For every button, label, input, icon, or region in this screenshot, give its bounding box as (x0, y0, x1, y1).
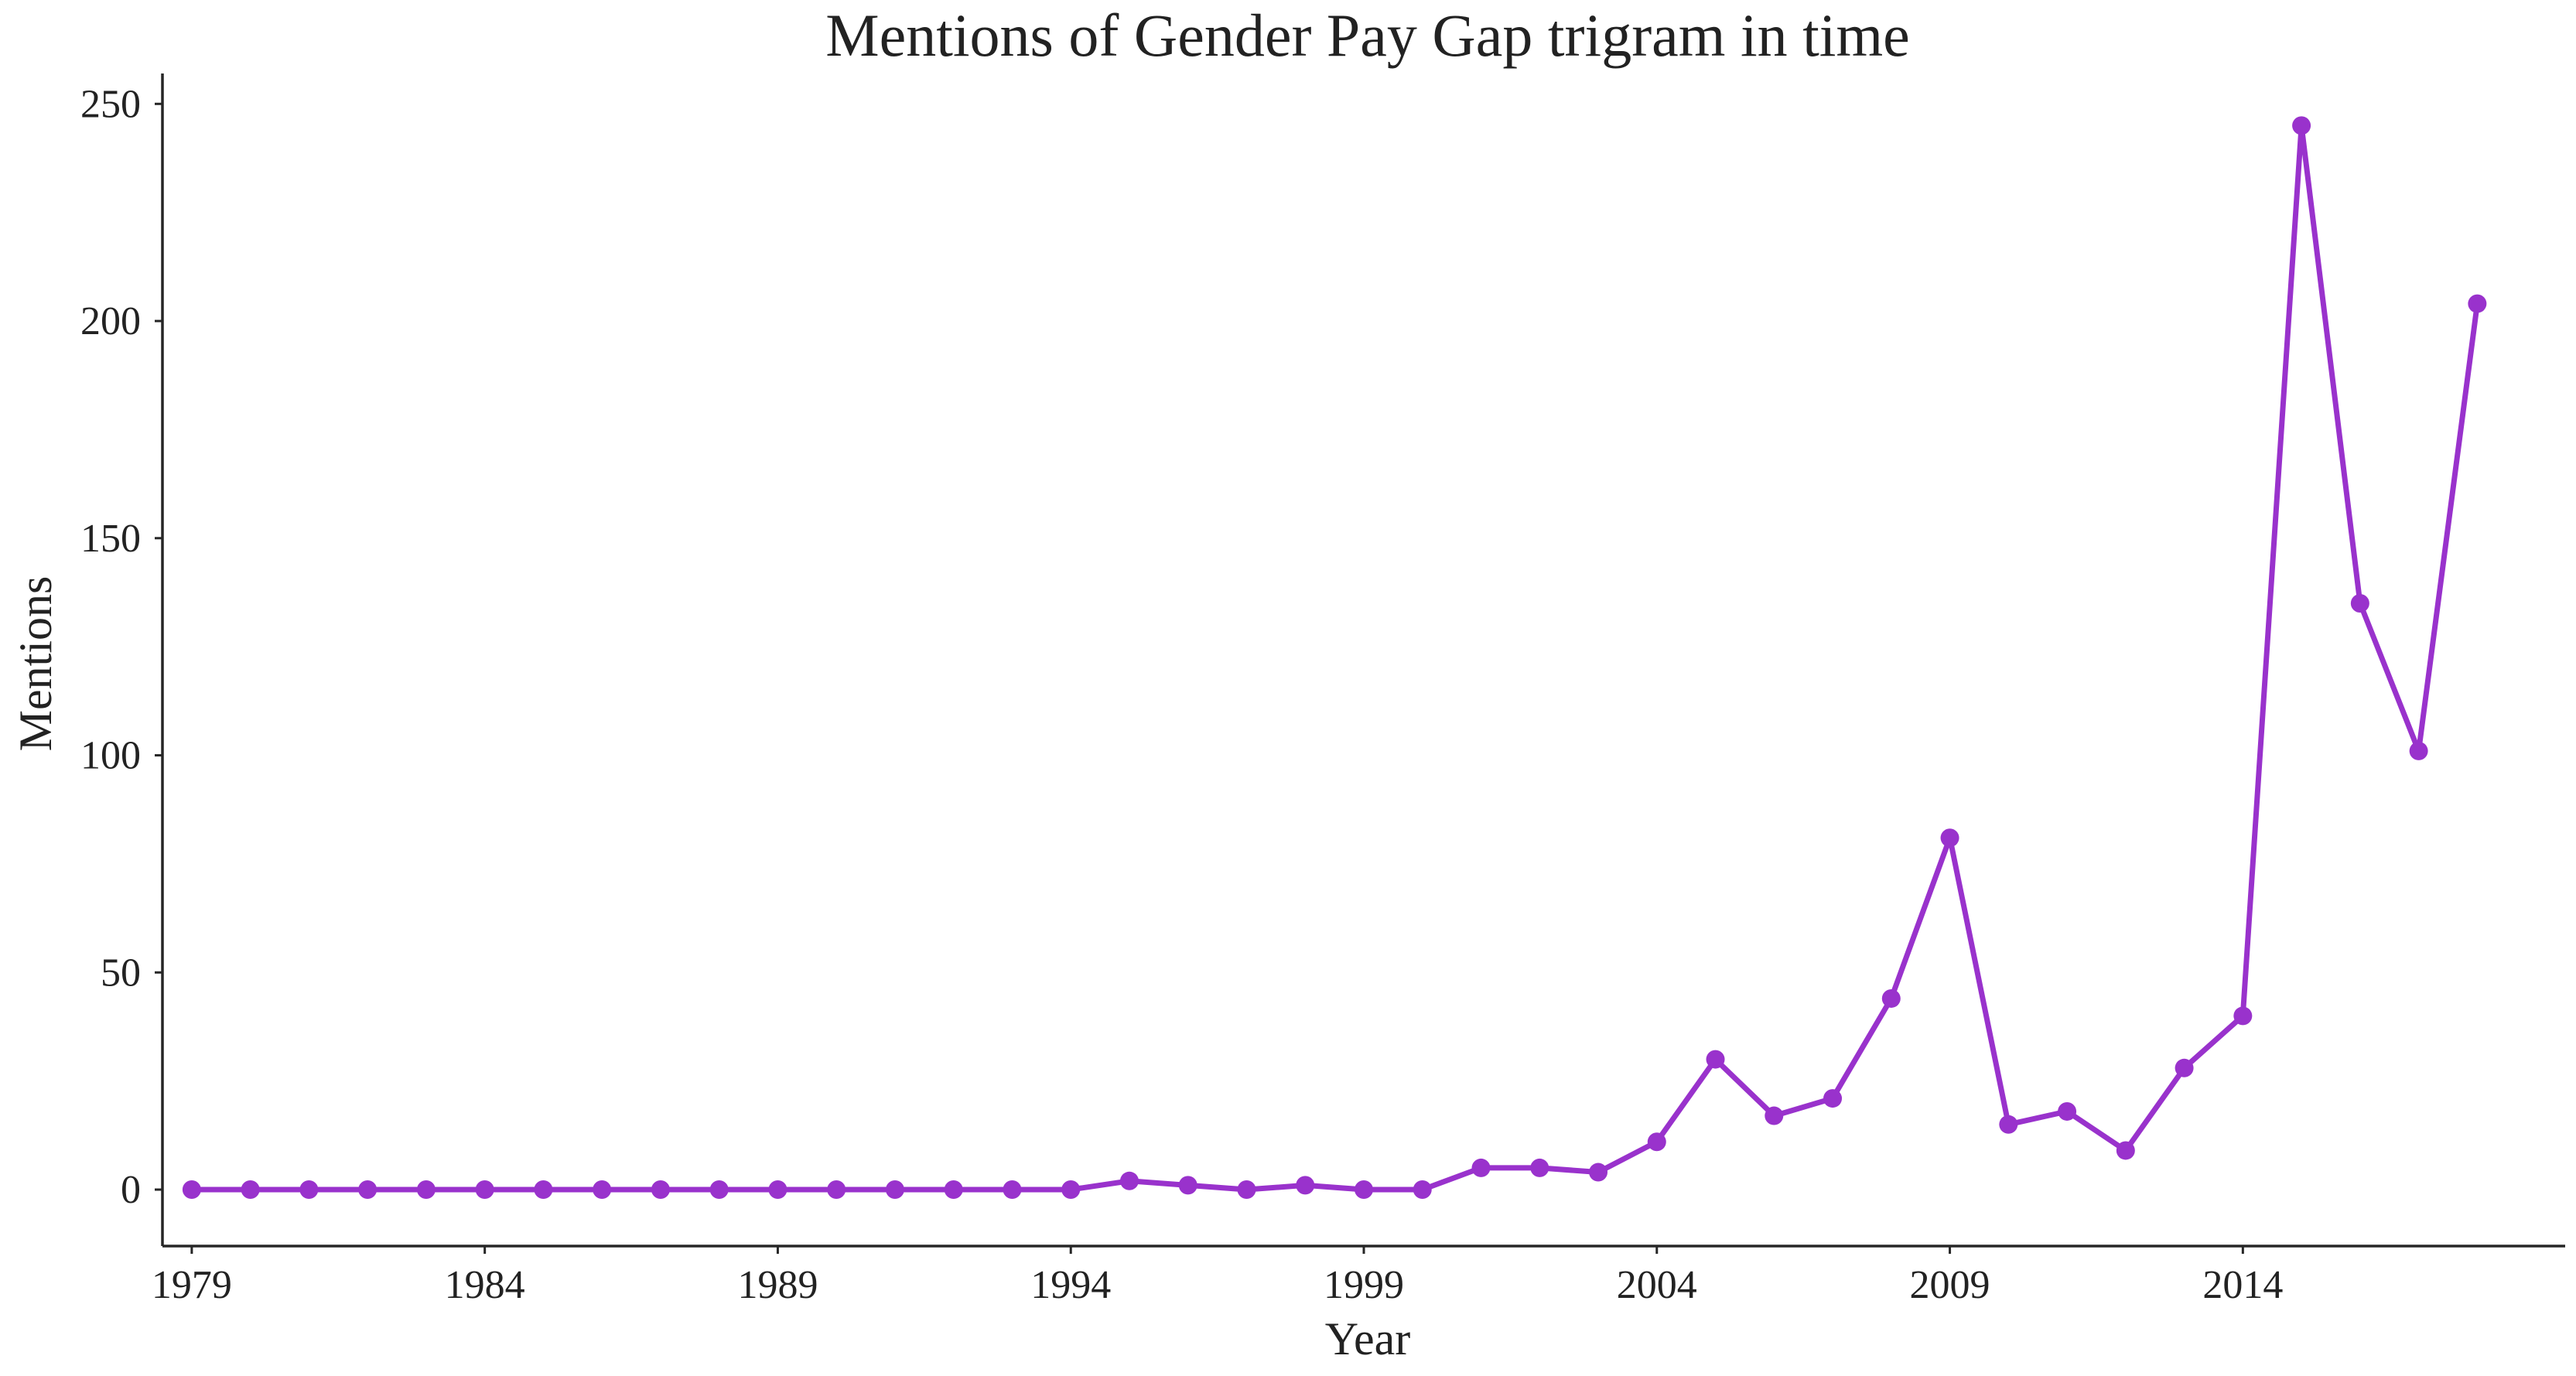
data-point (475, 1180, 494, 1200)
data-point (416, 1180, 436, 1200)
y-axis-label: Mentions (10, 576, 61, 752)
data-point (182, 1180, 201, 1200)
data-point (1881, 988, 1901, 1008)
y-tick-label: 150 (80, 517, 141, 561)
data-point (2292, 116, 2311, 135)
data-point (1647, 1132, 1666, 1152)
data-point (1530, 1158, 1549, 1177)
chart-title: Mentions of Gender Pay Gap trigram in ti… (825, 2, 1910, 69)
x-tick-label: 1994 (1030, 1263, 1111, 1307)
x-tick-label: 2009 (1910, 1263, 1990, 1307)
data-point (593, 1180, 612, 1200)
data-point (1296, 1176, 1315, 1195)
data-point (2058, 1101, 2077, 1121)
data-point (299, 1180, 319, 1200)
data-point (1940, 828, 1959, 848)
data-point (944, 1180, 963, 1200)
x-tick-label: 2014 (2202, 1263, 2283, 1307)
data-point (1237, 1180, 1256, 1200)
data-point (2175, 1058, 2194, 1077)
series-line (189, 122, 2480, 1193)
x-tick-label: 1979 (152, 1263, 232, 1307)
data-point (1999, 1115, 2018, 1134)
data-point (1471, 1158, 1491, 1177)
x-tick-label: 1989 (737, 1263, 818, 1307)
data-point (827, 1180, 846, 1200)
data-point (1003, 1180, 1022, 1200)
data-point (534, 1180, 553, 1200)
data-point (1355, 1180, 1373, 1200)
data-point (709, 1180, 729, 1200)
x-axis-label: Year (1325, 1313, 1411, 1364)
y-tick-label: 100 (80, 734, 141, 778)
y-tick-label: 200 (80, 299, 141, 343)
data-point (2116, 1141, 2135, 1160)
data-point (768, 1180, 787, 1200)
y-tick-label: 50 (101, 951, 141, 995)
plot-area: 0 50 100 150 200 250 1979 1984 1989 1994 1999 2004 2… (80, 82, 2487, 1307)
data-point (2468, 294, 2487, 313)
data-point (2409, 741, 2428, 760)
x-tick-label: 1984 (445, 1263, 525, 1307)
data-point (1413, 1180, 1432, 1200)
data-point (1119, 1171, 1139, 1190)
data-point (885, 1180, 904, 1200)
y-tick-label: 250 (80, 82, 141, 126)
data-point (1178, 1176, 1197, 1195)
data-point (1823, 1089, 1843, 1108)
data-point (358, 1180, 378, 1200)
x-tick-label: 1999 (1324, 1263, 1404, 1307)
data-point (2233, 1006, 2253, 1026)
data-point (1589, 1163, 1608, 1182)
data-point (1765, 1106, 1784, 1125)
x-tick-label: 2004 (1617, 1263, 1697, 1307)
data-point (2350, 594, 2369, 613)
data-point (651, 1180, 670, 1200)
data-point (241, 1180, 260, 1200)
data-point (1061, 1180, 1081, 1200)
data-point (1706, 1050, 1725, 1069)
y-tick-label: 0 (121, 1168, 141, 1212)
